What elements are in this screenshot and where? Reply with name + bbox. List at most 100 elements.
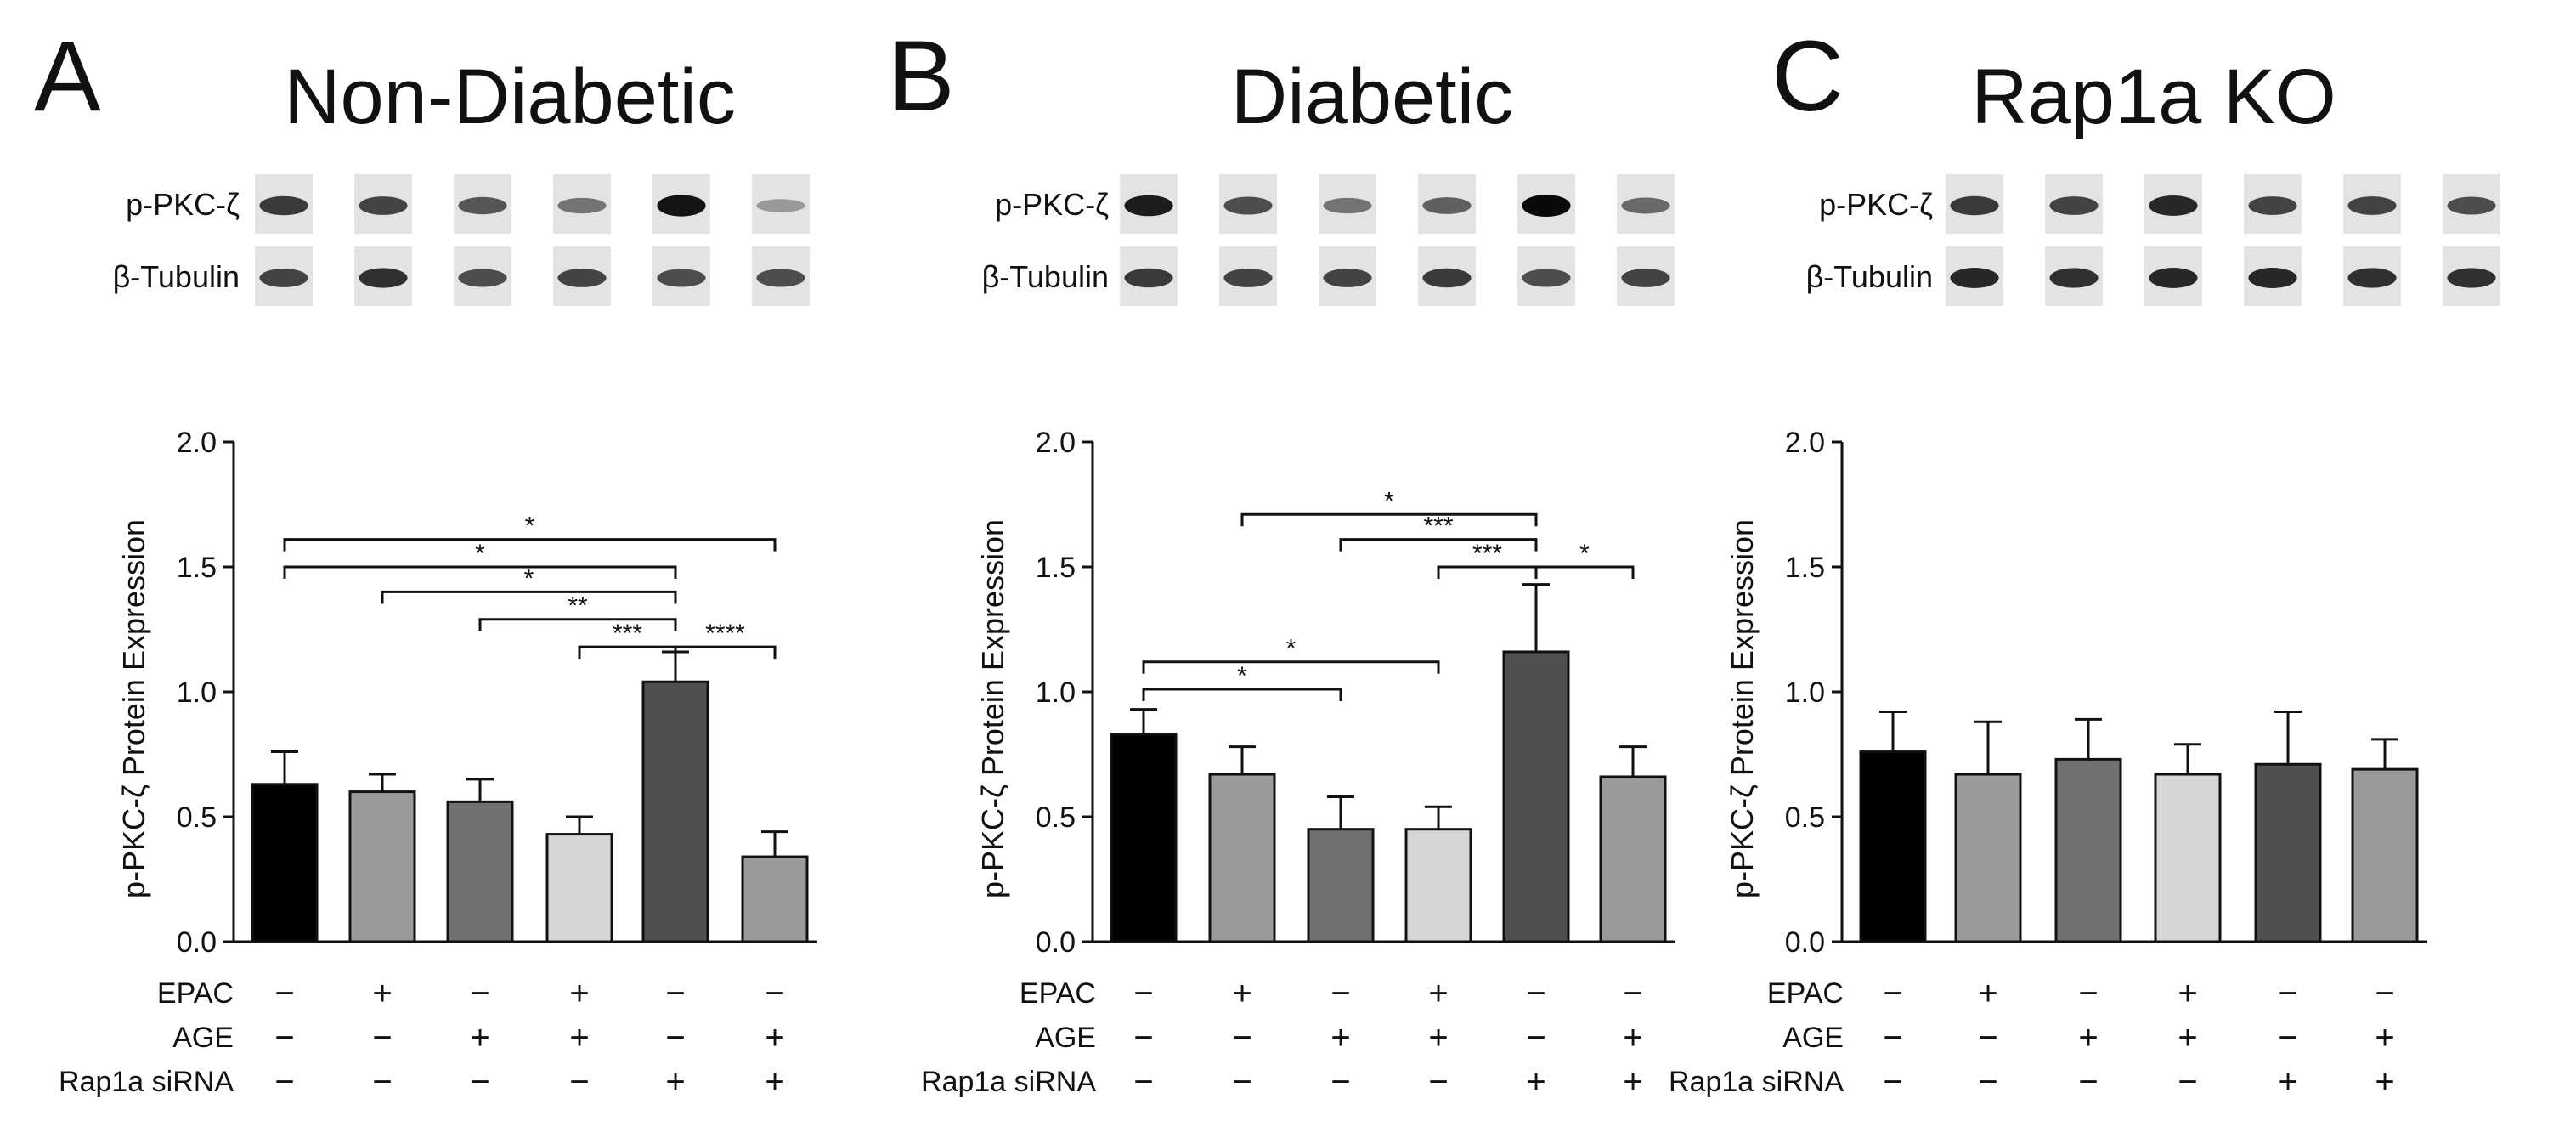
blot-label-ppkc: p-PKC-ζ bbox=[126, 187, 240, 222]
treatment-sign: − bbox=[1623, 975, 1642, 1012]
treatment-sign: − bbox=[665, 1019, 685, 1056]
treatment-label: Rap1a siRNA bbox=[59, 1066, 234, 1098]
panel-a: A Non-Diabetic p-PKC-ζ β-Tubulin 0.0 0.5 1.0 1.… bbox=[34, 20, 817, 1101]
significance-label: * bbox=[1579, 540, 1590, 568]
treatment-sign: + bbox=[1526, 1063, 1545, 1101]
panel-title: Non-Diabetic bbox=[284, 54, 736, 140]
significance-label: * bbox=[1384, 487, 1394, 515]
treatment-sign: − bbox=[765, 975, 784, 1012]
blot-label-tubulin: β-Tubulin bbox=[113, 259, 240, 294]
y-axis-label: p-PKC-ζ Protein Expression bbox=[975, 519, 1010, 898]
blot-label-tubulin: β-Tubulin bbox=[1806, 259, 1933, 294]
significance-label: *** bbox=[1472, 540, 1502, 568]
treatment-label: Rap1a siRNA bbox=[1669, 1066, 1844, 1098]
blot-band bbox=[756, 269, 805, 287]
bar bbox=[1404, 828, 1472, 943]
significance-label: *** bbox=[1423, 512, 1453, 541]
panel-title: Diabetic bbox=[1231, 54, 1513, 140]
significance-label: **** bbox=[705, 620, 745, 648]
bar bbox=[2351, 767, 2419, 943]
treatment-sign: + bbox=[2178, 1019, 2197, 1056]
treatment-sign: − bbox=[2078, 975, 2098, 1012]
panel-title: Rap1a KO bbox=[1971, 54, 2336, 140]
blot-band bbox=[259, 269, 308, 287]
blot-label-ppkc: p-PKC-ζ bbox=[995, 187, 1109, 222]
y-tick-label: 2.0 bbox=[1036, 427, 1076, 459]
y-tick-label: 0.5 bbox=[1036, 801, 1076, 834]
treatment-sign: + bbox=[2178, 975, 2197, 1012]
significance-label: * bbox=[524, 564, 534, 592]
blot-band bbox=[2149, 195, 2198, 216]
y-tick-label: 0.5 bbox=[1785, 801, 1825, 834]
treatment-sign: + bbox=[470, 1019, 489, 1056]
treatment-sign: + bbox=[1623, 1063, 1642, 1101]
significance-bracket bbox=[1339, 538, 1538, 552]
treatment-sign: + bbox=[2375, 1063, 2394, 1101]
y-tick-label: 0.0 bbox=[1036, 926, 1076, 959]
blot-band bbox=[2248, 196, 2297, 215]
treatment-sign: − bbox=[1330, 975, 1350, 1012]
bar bbox=[741, 855, 809, 943]
treatment-sign: − bbox=[372, 1063, 392, 1101]
panel-letter: A bbox=[34, 20, 101, 133]
panel-letter: C bbox=[1771, 20, 1844, 133]
significance-bracket bbox=[578, 645, 677, 660]
treatment-sign: + bbox=[1623, 1019, 1642, 1056]
panel-c: C Rap1a KO p-PKC-ζ β-Tubulin 0.0 0.5 1.0 1.5 2.0… bbox=[1669, 20, 2500, 1101]
significance-label: * bbox=[1237, 662, 1247, 690]
blot-band bbox=[2149, 268, 2198, 288]
bar bbox=[2054, 757, 2122, 943]
blot-band bbox=[2049, 268, 2099, 288]
treatment-sign: − bbox=[470, 975, 489, 1012]
significance-label: ** bbox=[568, 592, 588, 620]
blot-band bbox=[2248, 268, 2297, 288]
blot-band bbox=[1621, 197, 1670, 214]
treatment-sign: + bbox=[1330, 1019, 1350, 1056]
treatment-label: EPAC bbox=[1020, 977, 1096, 1010]
blot-band bbox=[458, 269, 507, 287]
significance-bracket bbox=[1437, 565, 1538, 579]
y-tick-label: 2.0 bbox=[177, 427, 217, 459]
treatment-sign: − bbox=[1883, 1063, 1902, 1101]
bar bbox=[1954, 773, 2022, 943]
bar bbox=[251, 783, 319, 943]
treatment-sign: − bbox=[274, 1063, 294, 1101]
significance-bracket bbox=[478, 618, 677, 631]
significance-bracket bbox=[381, 590, 677, 604]
treatment-sign: − bbox=[2178, 1063, 2197, 1101]
blot-band bbox=[2447, 268, 2496, 288]
blot-band bbox=[1223, 196, 1273, 215]
treatment-sign: − bbox=[274, 975, 294, 1012]
bar bbox=[2254, 762, 2322, 943]
blot-band bbox=[1223, 269, 1273, 287]
blot-band bbox=[1621, 269, 1670, 287]
bar bbox=[1307, 828, 1375, 943]
significance-bracket bbox=[1142, 688, 1342, 702]
bar bbox=[348, 790, 416, 943]
treatment-sign: + bbox=[765, 1019, 784, 1056]
treatment-label: Rap1a siRNA bbox=[921, 1066, 1096, 1098]
treatment-sign: + bbox=[569, 975, 589, 1012]
treatment-sign: + bbox=[1428, 1019, 1448, 1056]
treatment-sign: − bbox=[2078, 1063, 2098, 1101]
treatment-sign: − bbox=[1883, 1019, 1902, 1056]
y-tick-label: 1.5 bbox=[177, 552, 217, 584]
treatment-sign: − bbox=[372, 1019, 392, 1056]
significance-bracket bbox=[1240, 512, 1538, 527]
bar bbox=[545, 833, 613, 943]
treatment-sign: + bbox=[765, 1063, 784, 1101]
blot-band bbox=[1124, 195, 1173, 217]
significance-bracket bbox=[1142, 660, 1440, 674]
y-tick-label: 1.5 bbox=[1785, 552, 1825, 584]
bar bbox=[1599, 775, 1667, 943]
bar bbox=[1859, 750, 1927, 943]
blot-band bbox=[1522, 195, 1571, 217]
y-tick-label: 2.0 bbox=[1785, 427, 1825, 459]
significance-bracket bbox=[283, 538, 777, 552]
significance-bracket bbox=[1534, 565, 1635, 579]
bar bbox=[1110, 733, 1178, 943]
treatment-sign: − bbox=[1133, 975, 1153, 1012]
treatment-sign: − bbox=[470, 1063, 489, 1101]
blot-band bbox=[1422, 268, 1472, 288]
